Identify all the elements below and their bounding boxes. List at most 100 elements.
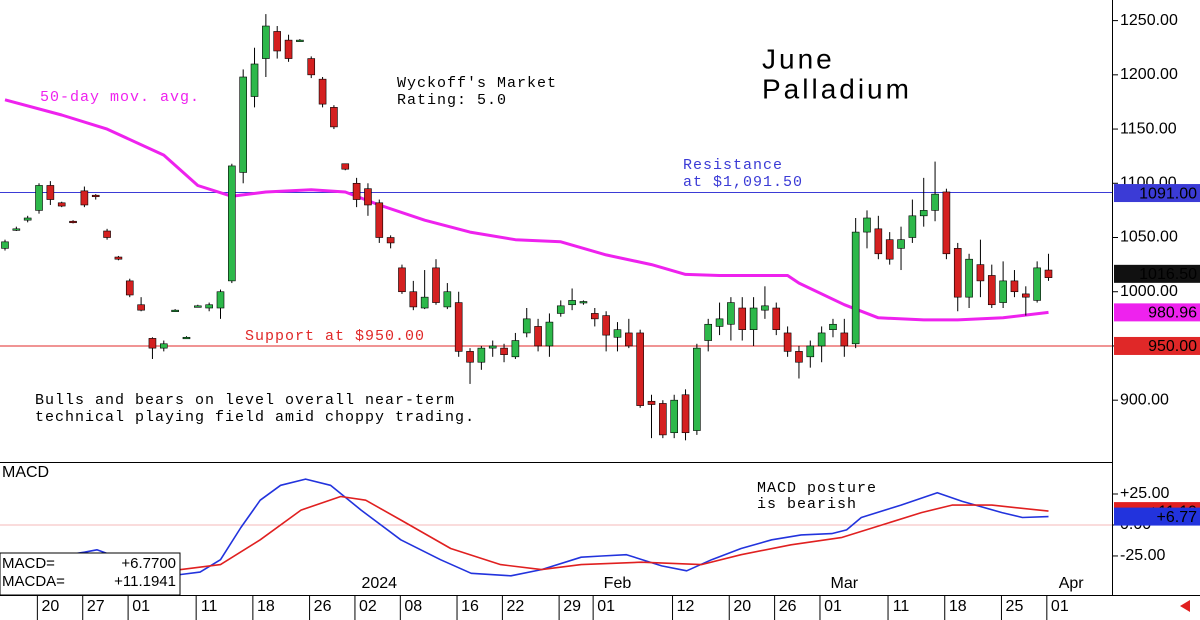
candle-body <box>761 305 769 311</box>
y-tick-label: 1150.00 <box>1120 120 1177 137</box>
x-tick-label: 01 <box>132 598 150 615</box>
candle-body <box>976 264 985 282</box>
month-label: Feb <box>604 575 632 592</box>
candle-body <box>840 332 849 347</box>
candle-body <box>545 321 554 347</box>
candle-body <box>590 313 599 320</box>
x-tick-label: 11 <box>201 598 218 615</box>
candle-body <box>1033 267 1041 301</box>
candle-body <box>783 332 792 352</box>
rating: Rating: 5.0 <box>397 92 507 109</box>
candle-body <box>931 193 939 211</box>
candle-body <box>908 215 917 238</box>
y-tick-label: 900.00 <box>1120 391 1169 408</box>
ma-label: 50-day mov. avg. <box>40 89 200 106</box>
candle-body <box>57 202 66 207</box>
price-tag <box>1114 184 1200 203</box>
price-tag-label: 980.96 <box>1148 305 1197 322</box>
price-tag-label: +6.77 <box>1157 509 1198 526</box>
candle-body <box>500 347 508 355</box>
x-tick-label: 18 <box>257 598 275 615</box>
x-tick-label: 26 <box>779 598 797 615</box>
y-tick-label: 1200.00 <box>1120 66 1178 83</box>
macd-note: is bearish <box>757 496 857 513</box>
y-tick-label: 1000.00 <box>1120 283 1178 300</box>
price-tag <box>1114 336 1200 355</box>
candle-body <box>273 31 282 52</box>
scroll-arrow[interactable] <box>1180 600 1190 612</box>
readout-value: +6.7700 <box>121 555 176 572</box>
candle-body <box>625 332 633 347</box>
candle-body <box>681 394 690 434</box>
x-tick-label: 16 <box>461 598 479 615</box>
comment: technical playing field amid choppy trad… <box>35 409 475 426</box>
x-tick-label: 02 <box>359 598 377 615</box>
readout-box <box>0 552 181 596</box>
candle-body <box>987 275 996 306</box>
candle-body <box>522 318 531 334</box>
candle-body <box>727 302 735 325</box>
candle-body <box>466 351 474 363</box>
candle-body <box>296 39 304 42</box>
chart-title: June <box>762 43 835 74</box>
month-label: Mar <box>831 575 859 592</box>
y-tick-label: -25.00 <box>1120 547 1165 564</box>
candle-body <box>114 256 123 260</box>
price-tag-label: 1091.00 <box>1139 185 1197 202</box>
candle-body <box>341 163 350 170</box>
x-tick-label: 08 <box>404 598 422 615</box>
candle-body <box>1010 280 1019 293</box>
line-series <box>4 495 1049 571</box>
y-tick-label: +25.00 <box>1120 485 1169 502</box>
candle-body <box>602 315 610 336</box>
x-tick-label: 26 <box>314 598 332 615</box>
candle-body <box>262 25 270 59</box>
candle-body <box>942 191 951 255</box>
macd-title: MACD <box>2 464 49 481</box>
candle-body <box>738 307 747 330</box>
candle-body <box>704 323 713 341</box>
candle-body <box>897 239 905 249</box>
candle-body <box>568 300 576 306</box>
x-tick-label: 29 <box>563 598 581 615</box>
month-label: 2024 <box>361 575 397 592</box>
candle-body <box>80 190 89 206</box>
candle-body <box>398 267 406 293</box>
candle-body <box>420 296 429 309</box>
candle-body <box>556 305 565 314</box>
candle-body <box>511 340 520 358</box>
candle-body <box>851 231 860 345</box>
candle-body <box>454 302 463 352</box>
candle-body <box>284 39 293 59</box>
candle-body <box>352 182 361 200</box>
x-tick-label: 25 <box>1006 598 1024 615</box>
candle-body <box>23 217 32 221</box>
candle-body <box>12 228 21 231</box>
candle-body <box>307 58 316 76</box>
candle-body <box>693 347 701 431</box>
price-tag <box>1114 303 1200 322</box>
candle-body <box>534 326 542 347</box>
candle-body <box>330 107 338 128</box>
candle-body <box>647 400 656 405</box>
candle-body <box>795 351 803 363</box>
x-tick-label: 11 <box>893 598 910 615</box>
candle-body <box>885 239 894 260</box>
candle-body <box>874 228 883 255</box>
candle-body <box>194 305 202 308</box>
candle-body <box>749 307 758 330</box>
candle-body <box>806 345 815 358</box>
candle-body <box>239 76 247 173</box>
candle-body <box>46 185 55 200</box>
x-tick-label: 22 <box>506 598 524 615</box>
candle-body <box>863 217 871 233</box>
candle-body <box>715 318 724 327</box>
candle-body <box>375 202 384 238</box>
candle-body <box>670 399 678 434</box>
candle-body <box>772 307 781 330</box>
resistance-label: Resistance <box>683 157 783 174</box>
candle-body <box>103 230 111 238</box>
